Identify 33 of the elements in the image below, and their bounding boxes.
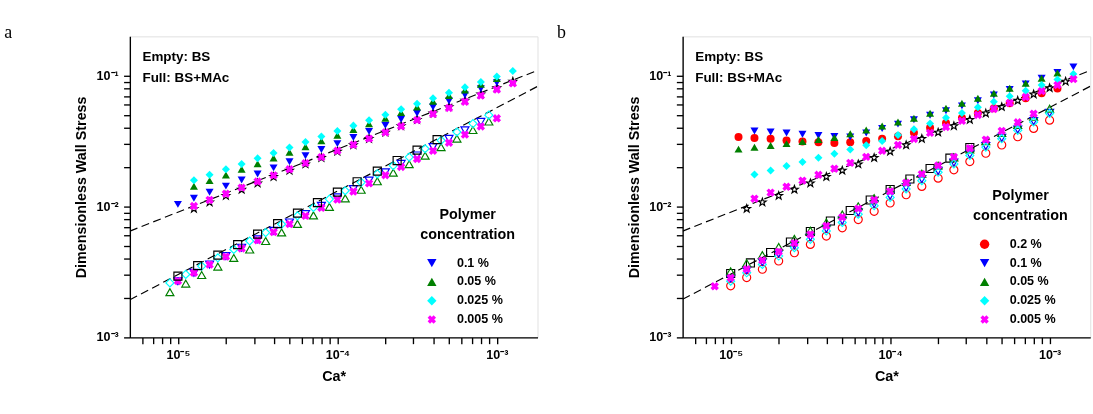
- y-tick-label: 10⁻²: [96, 199, 119, 214]
- x-axis-title: Ca*: [322, 367, 347, 384]
- legend-label: 0.005 %: [456, 312, 503, 327]
- legend-label: 0.1 %: [1009, 255, 1042, 270]
- annotation: Full: BS+MAc: [142, 70, 230, 86]
- y-tick-label: 10⁻¹: [96, 68, 119, 83]
- x-tick-label: 10⁻⁴: [878, 348, 903, 363]
- y-axis-title: Dimensionless Wall Stress: [73, 96, 90, 279]
- annotation: Full: BS+MAc: [695, 70, 783, 86]
- chart-title: a: [4, 22, 13, 43]
- y-tick-label: 10⁻²: [649, 199, 672, 214]
- x-tick-label: 10⁻⁵: [166, 348, 191, 363]
- legend-label: 0.005 %: [1009, 312, 1056, 327]
- legend-label: 0.025 %: [456, 293, 503, 308]
- x-axis-title: Ca*: [874, 367, 900, 384]
- y-tick-label: 10⁻¹: [649, 68, 672, 83]
- legend-label: 0.1 %: [456, 255, 489, 270]
- x-tick-label: 10⁻³: [486, 348, 509, 363]
- y-tick-label: 10⁻³: [96, 330, 119, 345]
- legend-label: 0.025 %: [1009, 293, 1056, 308]
- legend-title: Polymer concentration: [420, 206, 516, 242]
- annotation: Empty: BS: [142, 48, 211, 64]
- y-tick-label: 10⁻³: [649, 330, 672, 345]
- x-tick-label: 10⁻³: [1038, 348, 1062, 363]
- legend-label: 0.05 %: [456, 274, 496, 289]
- legend-label: 0.05 %: [1009, 274, 1049, 289]
- x-tick-label: 10⁻⁵: [719, 348, 744, 363]
- y-axis-title: Dimensionless Wall Stress: [626, 96, 643, 279]
- annotation: Empty: BS: [695, 48, 764, 64]
- chart-title: b: [557, 22, 567, 43]
- legend-title: Polymer concentration: [973, 187, 1068, 224]
- legend-label: 0.2 %: [1009, 236, 1042, 251]
- x-tick-label: 10⁻⁴: [325, 348, 350, 363]
